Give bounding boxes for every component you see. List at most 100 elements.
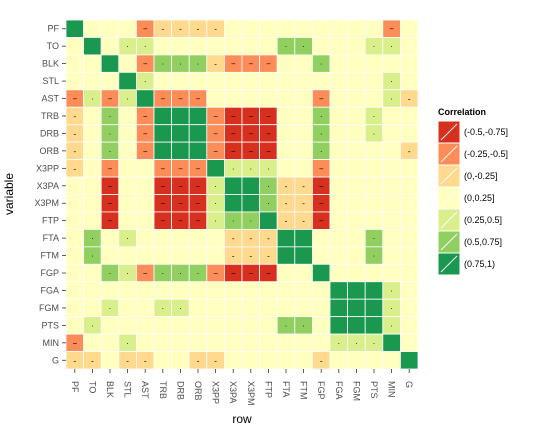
heatmap-cell [329,211,349,230]
cell-significance-mark: · [355,339,358,348]
heatmap-cell [171,333,190,352]
heatmap-cell [135,89,155,108]
heatmap-cell [118,194,137,213]
heatmap-cell [382,54,401,73]
heatmap-cell [241,298,261,318]
cell-significance-mark: - [73,112,76,121]
heatmap-cell [382,176,401,195]
heatmap-cell [83,176,102,195]
heatmap-cell [364,281,384,300]
heatmap-cell [347,194,366,213]
cell-significance-mark: - [232,252,235,261]
cell-significance-mark: − [231,129,236,138]
cell-significance-mark: · [390,321,393,330]
y-tick-label: FTA [43,233,59,243]
heatmap-cell [135,281,155,300]
cell-significance-mark: − [213,112,218,121]
y-tick-label: BLK [42,59,59,69]
cell-significance-mark: · [373,234,376,243]
cell-significance-mark: · [179,60,182,69]
heatmap-cell [223,194,243,213]
cell-significance-mark: · [302,42,305,51]
cell-significance-mark: − [108,182,113,191]
heatmap-cell [329,124,349,143]
cell-significance-mark: · [109,304,112,313]
heatmap-cell [294,246,313,265]
heatmap-cell [118,159,137,178]
heatmap-cell [294,54,313,73]
cell-significance-mark: · [267,182,270,191]
heatmap-cell [329,19,349,38]
heatmap-cell [100,281,120,300]
heatmap-cell [206,228,225,248]
legend-key-slash [440,189,458,207]
heatmap-cell [294,124,313,143]
x-tick-label: ORB [193,381,203,401]
heatmap-cell [206,316,225,335]
cell-significance-mark: − [213,269,218,278]
heatmap-cell [347,124,366,143]
heatmap-cell [382,124,401,143]
cell-significance-mark: − [248,147,253,156]
heatmap-cell [118,211,137,230]
cell-significance-mark: − [248,60,253,69]
cell-significance-mark: - [91,356,94,365]
heatmap-cell [100,37,120,56]
y-tick-label: STL [42,76,59,86]
cell-significance-mark: · [390,304,393,313]
heatmap-cell [118,246,137,265]
cell-significance-mark: − [108,164,113,173]
cell-significance-mark: · [232,217,235,226]
heatmap-cell [65,71,85,91]
heatmap-cell [311,71,331,91]
heatmap-cell [276,159,296,178]
heatmap-cell [276,228,296,248]
heatmap-cell [223,176,243,195]
cell-significance-mark: · [126,339,129,348]
cell-significance-mark: − [143,25,148,34]
cell-significance-mark: · [197,60,200,69]
heatmap-cell [100,54,120,73]
cell-significance-mark: − [213,129,218,138]
cell-significance-mark: - [267,252,270,261]
heatmap-cell [399,106,419,126]
heatmap-cell [153,246,173,265]
heatmap-cell [276,71,296,91]
cell-significance-mark: − [178,164,183,173]
heatmap-cell [294,351,313,370]
x-tick-label: FTP [263,381,273,398]
heatmap-cell [118,316,137,335]
heatmap-cell [83,298,102,318]
cell-significance-mark: · [249,164,252,173]
cell-significance-mark: - [408,95,411,104]
heatmap-cell [399,263,419,283]
heatmap-cell [188,281,208,300]
heatmap-cell [206,281,225,300]
heatmap-cell [329,351,349,370]
heatmap-cell [83,333,102,352]
heatmap-cell [188,124,208,143]
heatmap-cell [259,211,278,230]
heatmap-cell [259,316,278,335]
heatmap-cell [347,298,366,318]
cell-significance-mark: − [319,217,324,226]
heatmap-cell [294,333,313,352]
cell-significance-mark: - [179,25,182,34]
cell-significance-mark: · [267,199,270,208]
heatmap-cell [399,194,419,213]
heatmap-cell [294,71,313,91]
cell-significance-mark: · [302,321,305,330]
heatmap-cell [382,246,401,265]
heatmap-cell [364,351,384,370]
heatmap-cell [399,316,419,335]
heatmap-cell [276,246,296,265]
heatmap-cell [382,263,401,283]
cell-significance-mark: · [285,321,288,330]
x-tick-label: DRB [175,381,185,400]
heatmap-cell [276,54,296,73]
cell-significance-mark: − [231,269,236,278]
heatmap-cell [100,246,120,265]
heatmap-cell [347,71,366,91]
cell-significance-mark: · [337,339,340,348]
heatmap-cell [100,316,120,335]
